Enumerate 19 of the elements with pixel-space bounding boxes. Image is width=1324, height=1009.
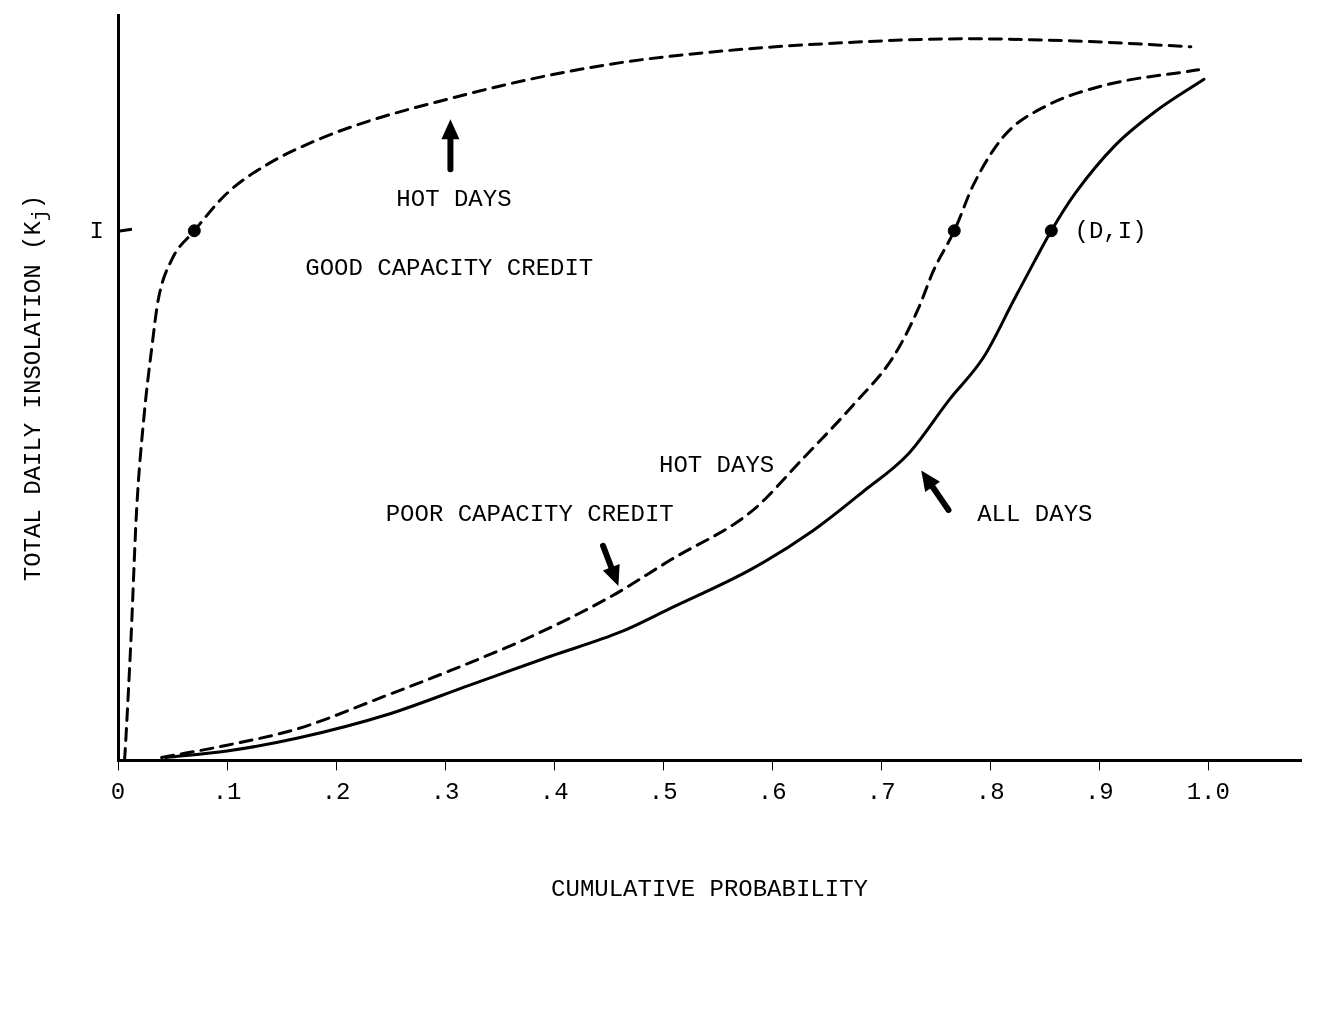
x-axis-title: CUMULATIVE PROBABILITY (551, 875, 868, 903)
annotation: ALL DAYS (977, 500, 1093, 528)
x-tick-label: .6 (757, 779, 787, 807)
x-tick-label: .1 (212, 779, 242, 807)
x-tick-label: .4 (539, 779, 569, 807)
x-tick-label: .7 (866, 779, 896, 807)
x-tick-label: .8 (975, 779, 1005, 807)
x-tick-label: 1.0 (1186, 779, 1230, 807)
x-tick-label: .2 (321, 779, 351, 807)
annotation: (D,I) (1074, 217, 1147, 245)
annotation: HOT DAYS (658, 452, 775, 480)
text: I (89, 217, 104, 245)
annotation: HOT DAYS (396, 186, 512, 214)
x-tick-label: .5 (648, 779, 678, 807)
x-tick-label: .9 (1084, 779, 1114, 807)
annotation: GOOD CAPACITY CREDIT (305, 254, 594, 282)
x-tick-label: .3 (430, 779, 460, 807)
annotation: POOR CAPACITY CREDIT (385, 500, 674, 528)
x-tick-label: 0 (110, 779, 126, 807)
